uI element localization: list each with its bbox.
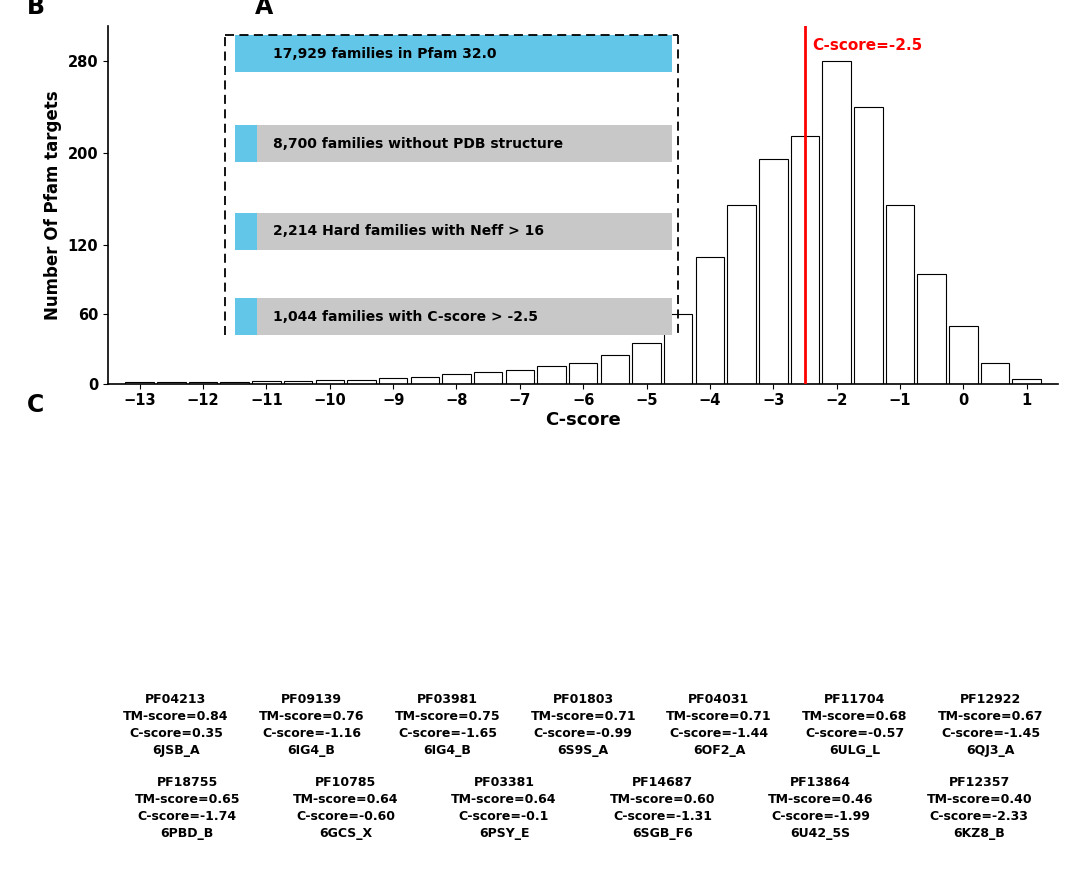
Bar — [759, 159, 787, 383]
Bar — [854, 107, 882, 383]
Bar — [234, 125, 257, 162]
Text: B: B — [27, 0, 45, 19]
Y-axis label: Number Of Pfam targets: Number Of Pfam targets — [44, 90, 62, 320]
Bar — [220, 382, 249, 383]
Bar — [917, 274, 946, 383]
Bar — [379, 378, 407, 383]
Text: PF13864
TM-score=0.46
C-score=-1.99
6U42_5S: PF13864 TM-score=0.46 C-score=-1.99 6U42… — [768, 776, 874, 841]
Bar — [234, 213, 257, 250]
Text: 1,044 families with C-score > -2.5: 1,044 families with C-score > -2.5 — [273, 310, 538, 324]
Bar — [537, 367, 566, 383]
Bar — [284, 381, 312, 383]
Bar — [347, 380, 376, 383]
Bar — [569, 363, 597, 383]
Bar — [442, 375, 471, 383]
Bar — [474, 372, 502, 383]
Bar — [664, 314, 692, 383]
Text: 2,214 Hard families with Neff > 16: 2,214 Hard families with Neff > 16 — [273, 225, 543, 239]
Bar — [727, 205, 756, 383]
Text: C: C — [27, 393, 44, 417]
Bar — [1012, 379, 1041, 383]
Bar — [632, 343, 661, 383]
Text: PF12922
TM-score=0.67
C-score=-1.45
6QJ3_A: PF12922 TM-score=0.67 C-score=-1.45 6QJ3… — [937, 692, 1043, 757]
X-axis label: C-score: C-score — [545, 411, 621, 429]
Bar — [234, 36, 672, 72]
Text: C-score=-2.5: C-score=-2.5 — [812, 37, 922, 52]
Text: PF04031
TM-score=0.71
C-score=-1.44
6OF2_A: PF04031 TM-score=0.71 C-score=-1.44 6OF2… — [666, 692, 772, 757]
Bar — [791, 136, 820, 383]
Text: PF12357
TM-score=0.40
C-score=-2.33
6KZ8_B: PF12357 TM-score=0.40 C-score=-2.33 6KZ8… — [927, 776, 1032, 841]
Text: PF03381
TM-score=0.64
C-score=-0.1
6PSY_E: PF03381 TM-score=0.64 C-score=-0.1 6PSY_… — [451, 776, 557, 841]
Bar — [949, 326, 977, 383]
Text: 17,929 families in Pfam 32.0: 17,929 families in Pfam 32.0 — [273, 47, 496, 61]
Text: PF04213
TM-score=0.84
C-score=0.35
6JSB_A: PF04213 TM-score=0.84 C-score=0.35 6JSB_… — [123, 692, 229, 757]
Text: PF10785
TM-score=0.64
C-score=-0.60
6GCS_X: PF10785 TM-score=0.64 C-score=-0.60 6GCS… — [293, 776, 399, 841]
Bar — [505, 370, 535, 383]
Text: PF03981
TM-score=0.75
C-score=-1.65
6IG4_B: PF03981 TM-score=0.75 C-score=-1.65 6IG4… — [394, 692, 500, 757]
Text: PF11704
TM-score=0.68
C-score=-0.57
6ULG_L: PF11704 TM-score=0.68 C-score=-0.57 6ULG… — [802, 692, 907, 757]
Text: A: A — [255, 0, 273, 19]
Bar — [696, 257, 725, 383]
Bar — [189, 382, 217, 383]
Text: PF01803
TM-score=0.71
C-score=-0.99
6S9S_A: PF01803 TM-score=0.71 C-score=-0.99 6S9S… — [530, 692, 636, 757]
Bar — [125, 382, 154, 383]
Text: PF09139
TM-score=0.76
C-score=-1.16
6IG4_B: PF09139 TM-score=0.76 C-score=-1.16 6IG4… — [259, 692, 364, 757]
Bar — [886, 205, 915, 383]
Bar — [234, 298, 672, 335]
Bar — [315, 380, 345, 383]
Bar — [822, 61, 851, 383]
Bar — [234, 298, 257, 335]
Bar — [410, 376, 440, 383]
Bar — [234, 125, 672, 162]
Bar — [157, 382, 186, 383]
Bar — [600, 354, 630, 383]
Text: 8,700 families without PDB structure: 8,700 families without PDB structure — [273, 137, 563, 151]
Text: PF14687
TM-score=0.60
C-score=-1.31
6SGB_F6: PF14687 TM-score=0.60 C-score=-1.31 6SGB… — [609, 776, 715, 841]
Bar — [234, 213, 672, 250]
Bar — [252, 381, 281, 383]
Text: PF18755
TM-score=0.65
C-score=-1.74
6PBD_B: PF18755 TM-score=0.65 C-score=-1.74 6PBD… — [134, 776, 240, 841]
Bar — [981, 363, 1010, 383]
